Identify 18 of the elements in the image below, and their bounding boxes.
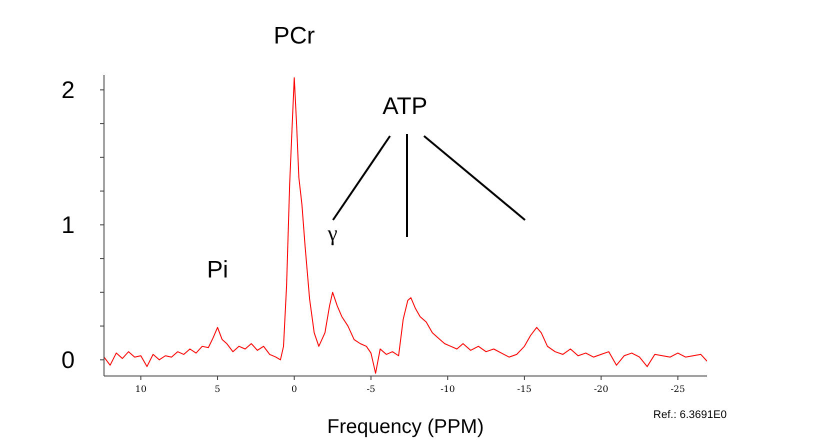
y-tick-label: 2 [61,76,75,104]
x-tick-label: 5 [214,385,221,395]
x-tick-label: -5 [366,385,376,395]
x-tick-label: 0 [291,385,298,395]
annotation: PCr [274,22,315,50]
x-tick-label: -25 [670,385,686,395]
y-tick-label: 0 [61,346,75,374]
x-tick-label: -15 [517,385,532,395]
annotation: γ [326,220,338,246]
x-tick-label: -10 [440,385,456,395]
x-axis-title: Frequency (PPM) [327,416,484,438]
annotation: Pi [206,256,228,284]
y-tick-label: 1 [61,212,75,239]
annotation: ATP [382,93,428,120]
text: Ref.: 6.3691E0 [653,409,727,421]
x-tick-label: -20 [594,385,609,395]
x-tick-label: 10 [135,385,147,395]
line-series [104,77,707,374]
